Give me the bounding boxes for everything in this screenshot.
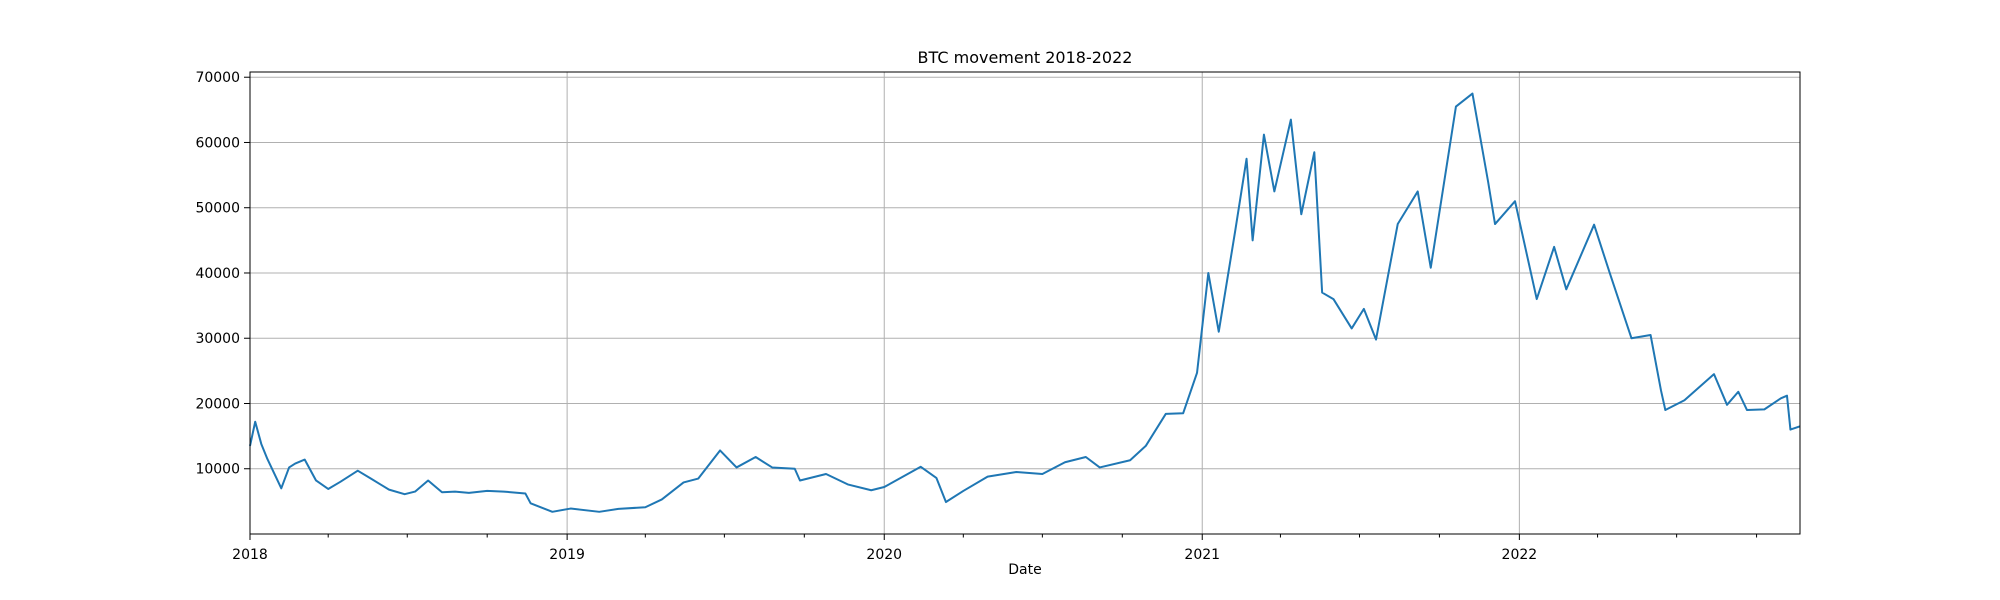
x-tick-label: 2018 xyxy=(232,547,268,563)
x-axis: 2018 2019 2020 2021 2022 xyxy=(232,534,1758,563)
y-tick-label: 20000 xyxy=(195,396,240,412)
x-tick-label: 2020 xyxy=(866,547,902,563)
grid-layer xyxy=(249,72,1800,534)
x-axis-label: Date xyxy=(1008,562,1041,578)
series-layer xyxy=(249,92,1801,513)
y-tick-label: 60000 xyxy=(195,135,240,151)
y-axis: 10000 20000 30000 40000 50000 60000 70000 xyxy=(195,70,250,478)
y-tick-label: 10000 xyxy=(195,462,240,478)
y-tick-label: 30000 xyxy=(195,331,240,347)
x-tick-label: 2022 xyxy=(1502,547,1538,563)
x-tick-label: 2019 xyxy=(549,547,585,563)
plot-frame xyxy=(249,71,1801,535)
chart-title: BTC movement 2018-2022 xyxy=(918,48,1133,67)
price-line xyxy=(249,92,1801,513)
y-tick-label: 50000 xyxy=(195,201,240,217)
x-tick-label: 2021 xyxy=(1184,547,1220,563)
y-tick-label: 40000 xyxy=(195,266,240,282)
y-tick-label: 70000 xyxy=(195,70,240,86)
